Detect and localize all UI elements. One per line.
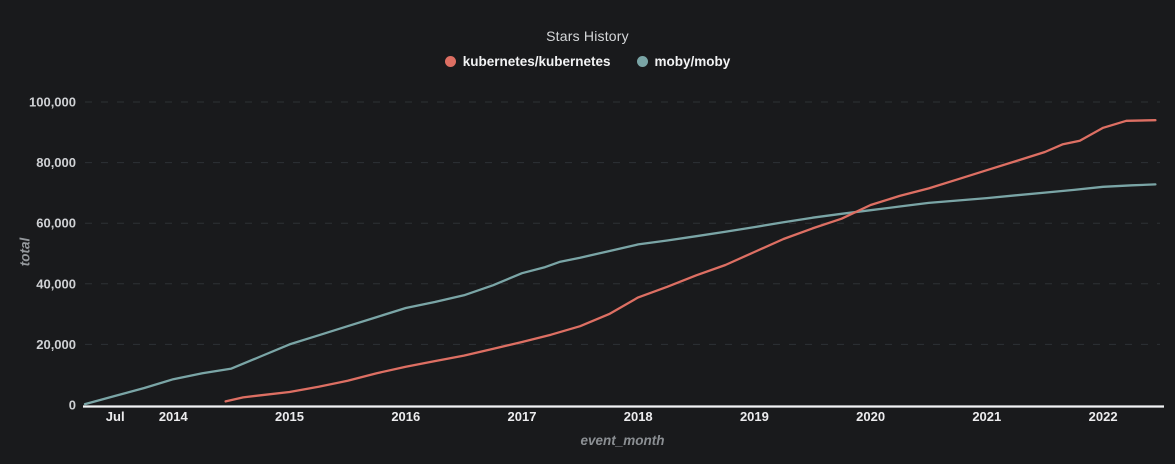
y-axis-tick-label: 100,000 [29, 95, 76, 110]
legend-label: moby/moby [654, 54, 731, 69]
y-axis-tick-label: 80,000 [36, 155, 76, 170]
legend-label: kubernetes/kubernetes [462, 54, 611, 69]
legend: kubernetes/kubernetes moby/moby [0, 54, 1175, 69]
x-axis-tick-label: 2015 [275, 409, 304, 424]
x-axis-tick-label: 2016 [391, 409, 420, 424]
x-axis-tick-label: 2019 [740, 409, 769, 424]
y-axis-tick-label: 20,000 [36, 337, 76, 352]
legend-item-moby[interactable]: moby/moby [636, 54, 731, 69]
series-line-kubernetes[interactable] [224, 119, 1157, 403]
x-axis-title: event_month [580, 433, 665, 448]
legend-marker-icon [636, 56, 648, 67]
x-axis-tick-label: 2017 [508, 409, 537, 424]
y-axis-tick-label: 40,000 [36, 276, 76, 291]
y-axis-tick-label: 0 [69, 398, 76, 413]
x-axis-tick-label: 2022 [1089, 409, 1118, 424]
y-axis-tick-label: 60,000 [36, 216, 76, 231]
series-line-moby[interactable] [83, 183, 1157, 406]
x-axis-tick-label: 2021 [972, 409, 1001, 424]
x-axis-tick-label: 2020 [856, 409, 885, 424]
chart-title: Stars History [546, 28, 629, 44]
legend-marker-icon [444, 56, 456, 67]
x-axis-tick-label: 2014 [159, 409, 189, 424]
x-axis-tick-label: 2018 [624, 409, 653, 424]
legend-item-kubernetes[interactable]: kubernetes/kubernetes [444, 54, 611, 69]
x-axis-tick-label: Jul [106, 409, 125, 424]
